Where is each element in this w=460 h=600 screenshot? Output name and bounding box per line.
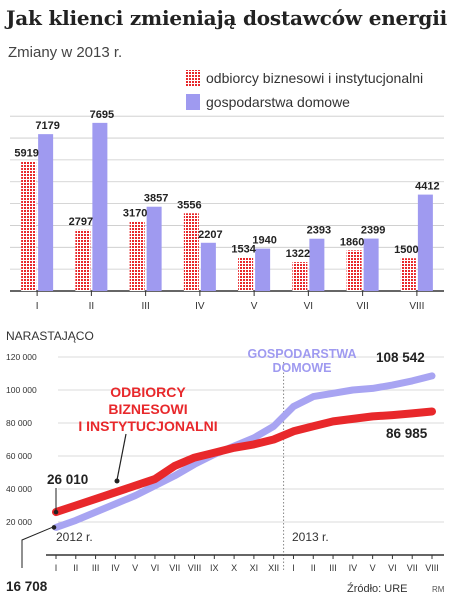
line-x-tick-label: I xyxy=(292,563,295,573)
legend-label-households: gospodarstwa domowe xyxy=(206,94,350,110)
bar-households xyxy=(92,122,108,291)
line-x-tick-label: III xyxy=(92,563,100,573)
bar-value-label-households: 1940 xyxy=(252,235,276,247)
bar-business xyxy=(292,262,308,291)
line-y-tick-label: 80 000 xyxy=(6,418,32,428)
series-label-business: BIZNESOWI xyxy=(108,401,187,417)
bar-business xyxy=(75,229,91,291)
year-label-2013: 2013 r. xyxy=(292,530,329,544)
line-x-tick-label: VIII xyxy=(425,563,439,573)
bar-value-label-business: 5919 xyxy=(14,148,38,160)
bar-households xyxy=(200,242,216,291)
bar-households xyxy=(255,248,271,291)
bar-value-label-households: 4412 xyxy=(415,181,439,193)
label-pointer-business xyxy=(116,433,127,481)
line-y-tick-label: 60 000 xyxy=(6,451,32,461)
legend-swatch-households xyxy=(186,94,200,110)
bar-value-label-business: 1534 xyxy=(231,243,256,255)
line-x-tick-label: V xyxy=(132,563,138,573)
bar-households xyxy=(309,238,325,291)
line-chart-title: NARASTAJĄCO xyxy=(6,329,94,343)
bar-value-label-households: 7695 xyxy=(90,109,114,121)
source-note: Źródło: URE xyxy=(347,582,408,595)
bar-chart-grid xyxy=(10,115,444,296)
households-start-label: 16 708 xyxy=(6,579,48,594)
bar-value-label-business: 2797 xyxy=(69,216,93,228)
line-x-tick-label: XI xyxy=(250,563,259,573)
line-x-tick-label: IV xyxy=(349,563,358,573)
bar-value-label-business: 1500 xyxy=(394,244,418,256)
bar-category-label: III xyxy=(141,301,149,312)
legend-swatch-business xyxy=(186,70,200,86)
bar-category-label: II xyxy=(89,301,95,312)
legend-label-business: odbiorcy biznesowi i instytucjonalni xyxy=(206,70,423,86)
bar-category-label: V xyxy=(251,301,258,312)
series-label-business: I INSTYTUCJONALNI xyxy=(78,418,217,434)
line-x-tick-label: VI xyxy=(388,563,397,573)
bar-business xyxy=(183,213,199,291)
line-x-tick-label: IX xyxy=(210,563,219,573)
line-x-tick-label: VII xyxy=(169,563,180,573)
business-start-dot xyxy=(53,509,59,515)
line-y-tick-label: 100 000 xyxy=(6,385,37,395)
line-y-tick-label: 20 000 xyxy=(6,517,32,527)
bar-category-label: I xyxy=(36,301,39,312)
bar-value-label-business: 3170 xyxy=(123,208,147,220)
bar-category-label: IV xyxy=(195,301,205,312)
line-x-tick-label: II xyxy=(73,563,78,573)
bar-value-label-business: 1860 xyxy=(340,236,364,248)
bar-value-label-households: 2393 xyxy=(307,225,331,237)
bar-value-label-households: 3857 xyxy=(144,193,168,205)
bar-households xyxy=(146,206,162,291)
bar-value-label-households: 2399 xyxy=(361,225,385,237)
business-start-label: 26 010 xyxy=(47,472,88,487)
credit-note: RM xyxy=(432,585,445,594)
line-x-tick-label: III xyxy=(329,563,337,573)
line-x-tick-label: I xyxy=(55,563,58,573)
bar-value-label-households: 2207 xyxy=(198,229,222,241)
line-business xyxy=(52,407,436,517)
line-x-tick-label: VII xyxy=(407,563,418,573)
bar-households xyxy=(363,238,379,291)
series-label-business: ODBIORCY xyxy=(110,384,186,400)
bar-business xyxy=(346,250,362,291)
bar-business xyxy=(400,258,416,291)
bar-value-label-households: 7179 xyxy=(35,120,59,132)
line-x-tick-label: V xyxy=(370,563,376,573)
bar-category-label: VI xyxy=(304,301,313,312)
pointer-dot-business xyxy=(114,478,120,484)
bar-category-label: VII xyxy=(357,301,369,312)
line-x-tick-label: II xyxy=(311,563,316,573)
bar-households xyxy=(417,194,433,291)
line-x-tick-label: XII xyxy=(268,563,279,573)
business-end-label: 86 985 xyxy=(386,426,428,441)
series-label-households: GOSPODARSTWA xyxy=(247,347,356,361)
bar-value-label-business: 1322 xyxy=(286,248,310,260)
line-x-tick-label: VI xyxy=(151,563,160,573)
series-label-households: DOMOWE xyxy=(272,361,331,375)
bar-households xyxy=(38,134,54,291)
bar-business xyxy=(129,221,145,291)
households-start-dot xyxy=(51,525,57,530)
year-label-2012: 2012 r. xyxy=(56,530,93,544)
line-x-tick-label: VIII xyxy=(188,563,202,573)
line-households xyxy=(52,372,436,531)
households-start-pointer xyxy=(21,526,53,568)
bar-business xyxy=(21,161,37,291)
households-end-label: 108 542 xyxy=(376,350,425,365)
line-x-tick-label: X xyxy=(231,563,237,573)
bar-value-label-business: 3556 xyxy=(177,199,201,211)
line-y-tick-label: 120 000 xyxy=(6,352,37,362)
line-y-tick-label: 40 000 xyxy=(6,484,32,494)
bar-chart-marks: 5919 7179 I 2797 7695 II 3170 3857 III 3556 2207 IV… xyxy=(14,109,439,312)
bar-category-label: VIII xyxy=(409,301,424,312)
chart-title: Jak klienci zmieniają dostawców energii xyxy=(6,6,447,30)
bar-business xyxy=(238,257,254,291)
chart-subtitle: Zmiany w 2013 r. xyxy=(8,44,123,61)
line-x-tick-label: IV xyxy=(111,563,120,573)
